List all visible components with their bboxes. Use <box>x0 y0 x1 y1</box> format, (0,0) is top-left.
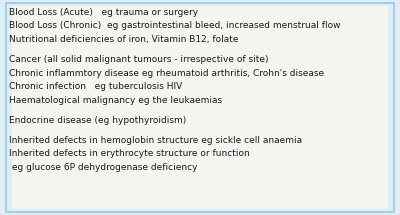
Text: Chronic inflammtory disease eg rheumatoid arthritis, Crohn's disease: Chronic inflammtory disease eg rheumatoi… <box>9 69 324 78</box>
Text: Chronic infection   eg tuberculosis HIV: Chronic infection eg tuberculosis HIV <box>9 82 182 91</box>
FancyBboxPatch shape <box>12 6 388 209</box>
Text: Inherited defects in erythrocyte structure or function: Inherited defects in erythrocyte structu… <box>9 149 250 158</box>
Text: Endocrine disease (eg hypothyroidism): Endocrine disease (eg hypothyroidism) <box>9 116 186 125</box>
Text: Blood Loss (Chronic)  eg gastrointestinal bleed, increased menstrual flow: Blood Loss (Chronic) eg gastrointestinal… <box>9 21 340 30</box>
Text: Haematological malignancy eg the leukaemias: Haematological malignancy eg the leukaem… <box>9 96 222 105</box>
Text: Cancer (all solid malignant tumours - irrespective of site): Cancer (all solid malignant tumours - ir… <box>9 55 268 64</box>
Text: Blood Loss (Acute)   eg trauma or surgery: Blood Loss (Acute) eg trauma or surgery <box>9 8 198 17</box>
Text: eg glucose 6P dehydrogenase deficiency: eg glucose 6P dehydrogenase deficiency <box>9 163 197 172</box>
Text: Inherited defects in hemoglobin structure eg sickle cell anaemia: Inherited defects in hemoglobin structur… <box>9 136 302 145</box>
Text: Nutritional deficiencies of iron, Vitamin B12, folate: Nutritional deficiencies of iron, Vitami… <box>9 35 238 44</box>
